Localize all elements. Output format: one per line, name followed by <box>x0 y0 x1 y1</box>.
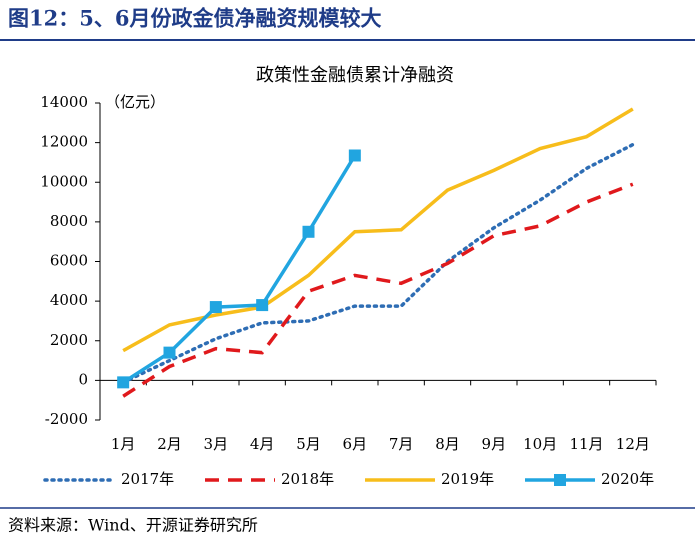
point <box>163 346 176 359</box>
y-tick-label: 2000 <box>50 331 88 349</box>
x-tick-label: 3月 <box>204 435 229 453</box>
point <box>302 225 315 238</box>
series-line <box>122 182 634 398</box>
x-tick-label: 12月 <box>616 435 650 453</box>
legend-label: 2018年 <box>281 470 334 488</box>
y-tick-label: 10000 <box>40 172 88 190</box>
y-tick-label: 6000 <box>50 252 88 270</box>
point <box>348 149 361 162</box>
y-tick-label: 14000 <box>40 93 88 111</box>
y-axis-label: （亿元） <box>105 93 165 111</box>
header: 图12：5、6月份政金债净融资规模较大 <box>8 6 381 31</box>
source: 资料来源：Wind、开源证券研究所 <box>8 516 258 535</box>
legend-label: 2020年 <box>601 470 654 488</box>
series-line <box>122 154 357 384</box>
y-tick-label: 8000 <box>50 212 88 230</box>
x-tick-label: 6月 <box>343 435 368 453</box>
y-tick-label: 12000 <box>40 133 88 151</box>
x-tick-label: 8月 <box>435 435 460 453</box>
series-line <box>122 107 634 353</box>
x-tick-label: 10月 <box>523 435 557 453</box>
x-tick-label: 2月 <box>157 435 182 453</box>
chart-title: 政策性金融债累计净融资 <box>256 65 454 86</box>
legend-marker <box>554 474 566 486</box>
y-tick-label: 0 <box>78 370 88 388</box>
x-tick-label: 11月 <box>569 435 603 453</box>
y-tick-label: 4000 <box>50 291 88 309</box>
x-tick-label: 1月 <box>111 435 136 453</box>
legend-label: 2017年 <box>121 470 174 488</box>
point <box>117 376 130 389</box>
legend-label: 2019年 <box>441 470 494 488</box>
x-tick-label: 5月 <box>296 435 321 453</box>
x-tick-label: 7月 <box>389 435 414 453</box>
point <box>209 301 222 314</box>
x-tick-label: 9月 <box>482 435 507 453</box>
series-line <box>121 142 635 385</box>
y-tick-label: -2000 <box>45 410 88 428</box>
point <box>256 299 269 312</box>
x-tick-label: 4月 <box>250 435 275 453</box>
